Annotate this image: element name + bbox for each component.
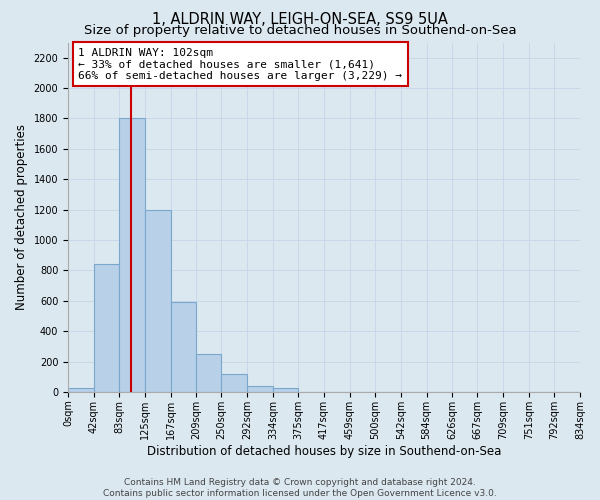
Bar	[119, 118, 145, 392]
Bar	[170, 302, 196, 392]
Bar	[247, 386, 273, 392]
Bar	[221, 374, 247, 392]
Bar	[145, 210, 170, 392]
Text: 1, ALDRIN WAY, LEIGH-ON-SEA, SS9 5UA: 1, ALDRIN WAY, LEIGH-ON-SEA, SS9 5UA	[152, 12, 448, 28]
Y-axis label: Number of detached properties: Number of detached properties	[15, 124, 28, 310]
X-axis label: Distribution of detached houses by size in Southend-on-Sea: Distribution of detached houses by size …	[147, 444, 501, 458]
Text: Size of property relative to detached houses in Southend-on-Sea: Size of property relative to detached ho…	[83, 24, 517, 37]
Text: Contains HM Land Registry data © Crown copyright and database right 2024.
Contai: Contains HM Land Registry data © Crown c…	[103, 478, 497, 498]
Bar	[196, 354, 221, 392]
Bar	[94, 264, 119, 392]
Bar	[68, 388, 94, 392]
Text: 1 ALDRIN WAY: 102sqm
← 33% of detached houses are smaller (1,641)
66% of semi-de: 1 ALDRIN WAY: 102sqm ← 33% of detached h…	[78, 48, 402, 81]
Bar	[273, 388, 298, 392]
